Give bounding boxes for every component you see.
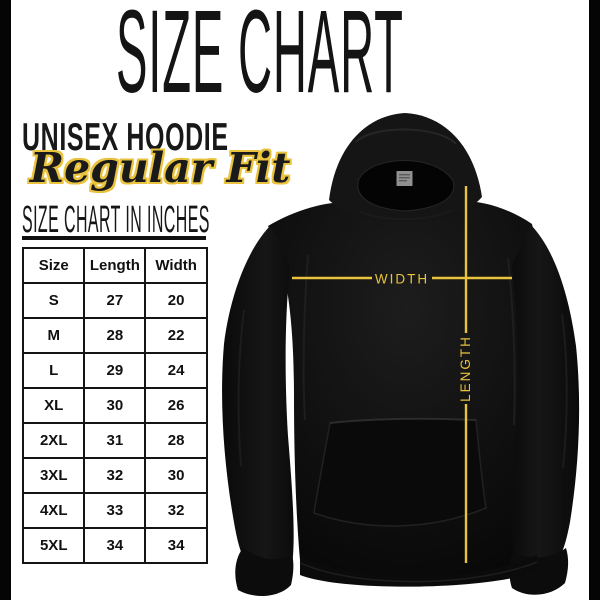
size-cell: L bbox=[21, 352, 86, 389]
product-name-heading: UNISEX HOODIE bbox=[22, 116, 229, 159]
hoodie-left-cuff bbox=[235, 548, 294, 597]
hoodie-right-cuff bbox=[509, 548, 569, 595]
column-header-size: Size bbox=[21, 247, 86, 284]
width-cell: 30 bbox=[144, 457, 208, 494]
table-row: 2XL 31 28 bbox=[21, 422, 208, 459]
neck-tag bbox=[396, 171, 413, 186]
length-cell: 34 bbox=[83, 527, 147, 564]
size-cell: M bbox=[21, 317, 86, 354]
length-label: LENGTH bbox=[458, 335, 473, 402]
table-row: XL 30 26 bbox=[21, 387, 208, 424]
table-row: L 29 24 bbox=[21, 352, 208, 389]
pocket-top-edge bbox=[329, 417, 477, 424]
neck-shadow bbox=[358, 209, 454, 221]
size-cell: 5XL bbox=[21, 527, 86, 564]
fold-line bbox=[237, 309, 245, 467]
hoodie-product-image: WIDTH LENGTH bbox=[210, 100, 600, 600]
hoodie-right-sleeve bbox=[511, 224, 580, 563]
right-border-bar bbox=[589, 0, 600, 600]
length-cell: 27 bbox=[83, 282, 147, 319]
width-cell: 24 bbox=[144, 352, 208, 389]
size-cell: S bbox=[21, 282, 86, 319]
table-row: 4XL 33 32 bbox=[21, 492, 208, 529]
size-table: Size Length Width S 27 20 M 28 22 L 29 2… bbox=[21, 247, 208, 564]
table-row: S 27 20 bbox=[21, 282, 208, 319]
size-cell: 3XL bbox=[21, 457, 86, 494]
left-border-bar bbox=[0, 0, 11, 600]
fold-line bbox=[302, 254, 309, 421]
length-cell: 32 bbox=[83, 457, 147, 494]
table-heading-underline bbox=[22, 236, 206, 240]
width-cell: 26 bbox=[144, 387, 208, 424]
hoodie-pocket bbox=[313, 418, 487, 527]
page-title: SIZE CHART bbox=[116, 0, 404, 118]
length-cell: 30 bbox=[83, 387, 147, 424]
length-cell: 33 bbox=[83, 492, 147, 529]
table-row: 3XL 32 30 bbox=[21, 457, 208, 494]
fit-style-heading: Regular Fit bbox=[30, 144, 291, 192]
hem-stitch-line bbox=[299, 561, 538, 583]
length-cell: 31 bbox=[83, 422, 147, 459]
length-cell: 28 bbox=[83, 317, 147, 354]
length-cell: 29 bbox=[83, 352, 147, 389]
width-cell: 22 bbox=[144, 317, 208, 354]
column-header-length: Length bbox=[83, 247, 147, 284]
width-cell: 28 bbox=[144, 422, 208, 459]
hoodie-left-sleeve bbox=[222, 226, 294, 568]
size-cell: 2XL bbox=[21, 422, 86, 459]
width-cell: 32 bbox=[144, 492, 208, 529]
table-row: M 28 22 bbox=[21, 317, 208, 354]
width-label: WIDTH bbox=[375, 272, 429, 287]
table-row: 5XL 34 34 bbox=[21, 527, 208, 564]
size-cell: 4XL bbox=[21, 492, 86, 529]
fold-line bbox=[561, 313, 568, 469]
column-header-width: Width bbox=[144, 247, 208, 284]
width-cell: 20 bbox=[144, 282, 208, 319]
size-cell: XL bbox=[21, 387, 86, 424]
table-heading: SIZE CHART IN INCHES bbox=[22, 199, 210, 241]
table-header-row: Size Length Width bbox=[21, 247, 208, 284]
hood-top-highlight bbox=[355, 128, 457, 145]
width-cell: 34 bbox=[144, 527, 208, 564]
